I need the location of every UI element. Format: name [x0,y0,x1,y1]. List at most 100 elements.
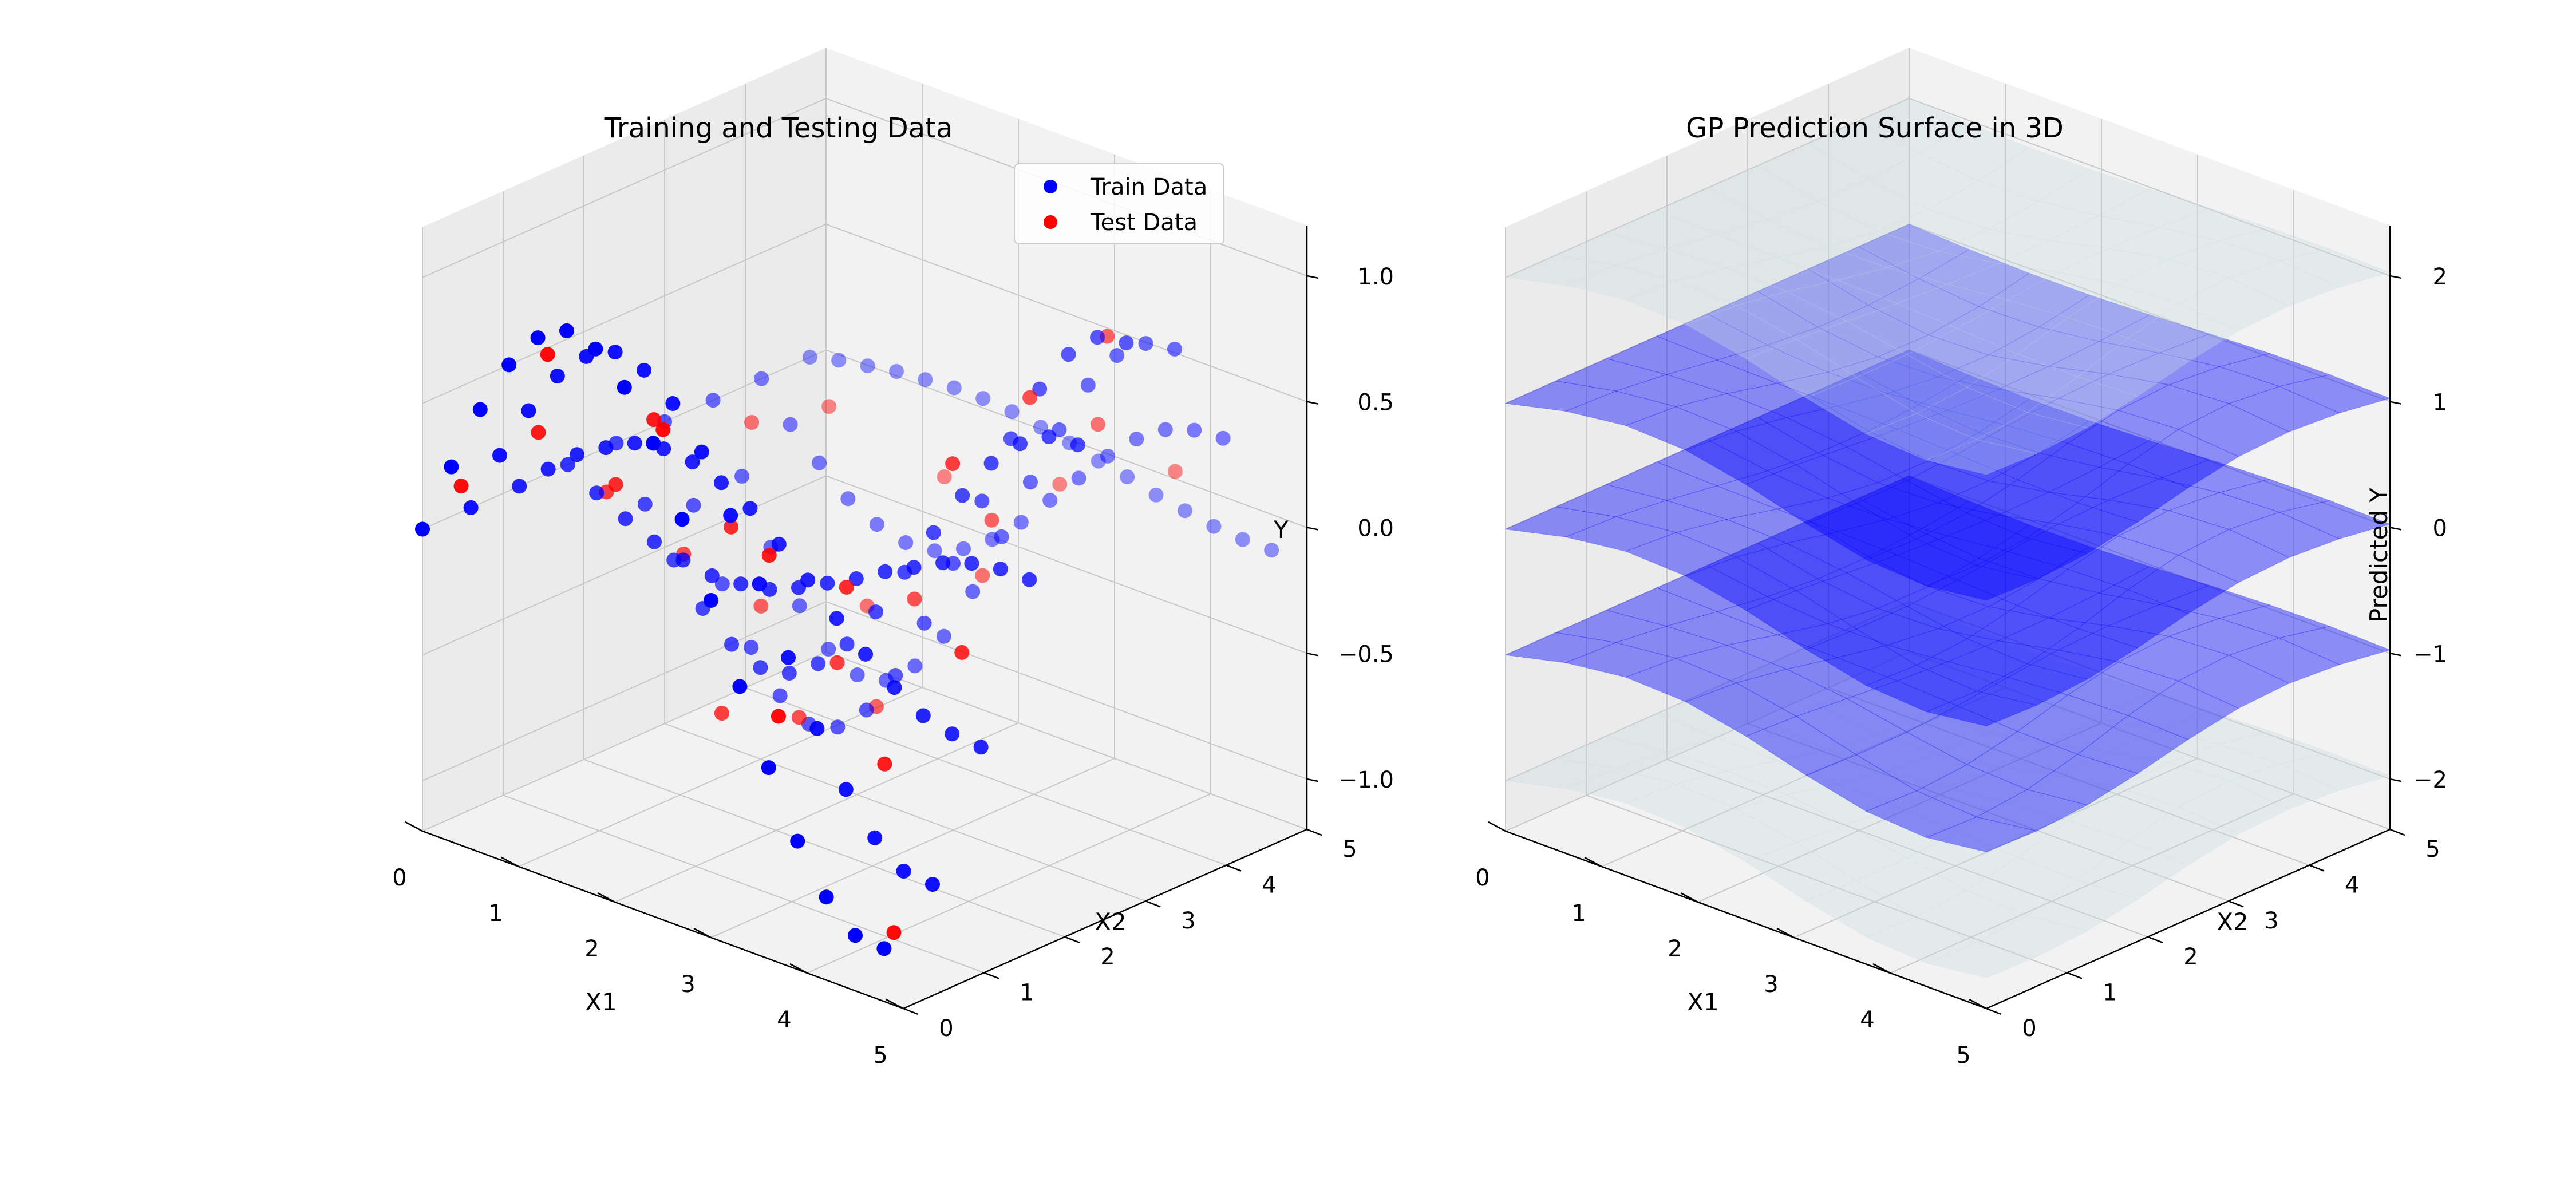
prediction-surface [1504,98,2391,475]
scatter-point [1215,430,1231,446]
surface-facet [1504,255,1617,286]
surface-facet [1937,354,2050,390]
y-tick-label: 3 [1181,908,1195,934]
surface-facet [1927,306,2040,355]
scatter-point [732,679,748,694]
surface-facet [2127,681,2239,740]
surface-facet [1886,628,2000,662]
scatter-point [675,552,691,568]
scatter-point [714,475,729,491]
scatter-point [935,555,950,571]
y-tick-mark [1064,936,1080,943]
surface-facet [1846,806,1958,859]
surface-facet [1675,267,1788,306]
scatter-point [876,941,892,956]
surface-facet [1927,557,2040,607]
y-tick-label: 5 [2425,836,2440,863]
surface-facet [1937,480,2050,516]
x-axis-label: X1 [585,988,617,1016]
x-tick-label: 3 [1764,971,1778,998]
scatter-point [1120,469,1135,484]
scatter-point [607,345,623,360]
surface-facet [1925,565,2038,601]
surface-facet [1978,398,2091,453]
z-tick-label: 2 [2433,264,2447,290]
surface-facet [1826,482,1939,520]
z-gridline-back [1909,223,2391,402]
surface-facet [1776,749,1889,784]
scatter-point [868,604,883,620]
surface-facet [1725,760,1839,796]
x-gridline-floor [1601,687,2006,867]
z-tick-mark [1306,653,1319,657]
surface-facet [1665,359,1779,394]
scatter-point [877,756,892,772]
scatter-point [955,488,970,503]
surface-facet [2117,384,2230,430]
surface-facet [1785,405,1898,448]
y-tick-mark [983,972,999,979]
z-gridline-side [1505,223,1910,404]
surface-facet [1504,758,1617,789]
x-gridline-floor [422,651,827,832]
surface-facet [1846,680,1958,733]
z-axis-label: Predicted Y [2365,488,2393,623]
y-gridline-floor [583,758,1065,938]
surface-facet [1564,768,1677,804]
surface-facet [1564,642,1677,678]
scatter-point [686,497,701,513]
surface-facet [2178,655,2290,709]
surface-facet [1858,601,1970,657]
x-tick-label: 3 [681,971,695,998]
surface-facet [1988,326,2100,367]
surface-facet [1555,232,1668,266]
surface-facet [1555,358,1668,392]
surface-facet [1665,611,1779,646]
surface-facet [2017,694,2129,755]
surface-facet [1555,484,1668,517]
surface-facet [2168,366,2281,404]
surface-facet [1966,353,2079,413]
scatter-point [1042,493,1058,508]
scatter-point [617,379,632,395]
surface-facet [2077,841,2189,900]
surface-facet [1807,120,1919,180]
surface-facet [1675,645,1788,683]
scatter-point [896,864,911,879]
scatter-point [1022,390,1038,405]
y-tick-label: 2 [1100,944,1115,970]
surface-facet [1767,704,1879,750]
surface-facet [1504,632,1617,663]
scatter-point [453,479,469,494]
surface-facet [1605,587,1718,627]
surface-facet [1665,737,1779,772]
y-axis-line [903,828,1307,1010]
scatter-point [588,341,603,357]
scatter-point [1264,543,1279,558]
scatter-point [1235,532,1250,547]
x-gridline-floor [710,758,1115,938]
x-tick-mark [405,821,423,832]
surface-facet [1867,278,1980,335]
surface-facet [1997,743,2110,776]
x-tick-mark [1488,821,1506,832]
surface-facet [1976,915,2088,958]
z-gridline-back [825,601,1307,780]
z-tick-label: −1.0 [1338,767,1394,793]
surface-facet [2228,512,2341,558]
scatter-point [937,469,952,484]
surface-facet [2168,744,2281,781]
y-gridline-floor [664,723,1146,902]
surface-facet [1685,682,1797,737]
legend-marker-train [1044,180,1057,193]
surface-facet [1918,374,2030,433]
surface-facet [1685,556,1797,611]
surface-facet [1976,789,2088,832]
z-tick-label: 0 [2433,516,2447,542]
surface-facet [1767,201,1879,247]
scatter-point [927,543,942,559]
scatter-point [694,444,709,460]
surface-facet [2077,338,2189,397]
surface-facet [1735,417,1848,465]
